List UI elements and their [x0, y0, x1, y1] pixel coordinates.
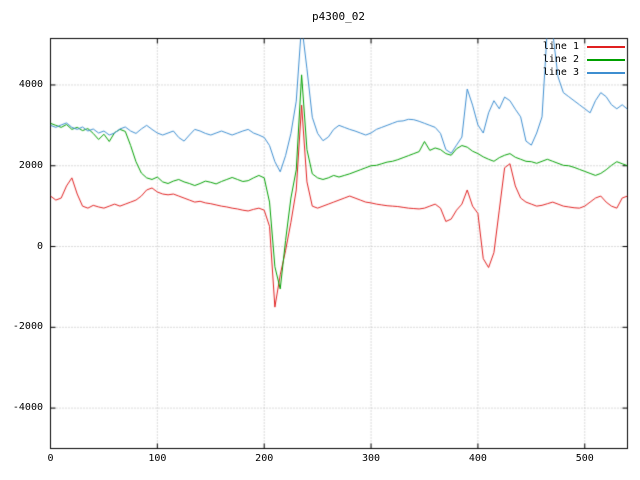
y-tick-label: 4000	[18, 78, 43, 90]
legend-line-sample	[587, 45, 625, 48]
legend-item: line 3	[543, 66, 625, 79]
legend-item: line 1	[543, 40, 625, 53]
legend-line-sample	[587, 58, 625, 61]
legend-label: line 3	[542, 67, 579, 78]
legend-line-sample	[587, 71, 625, 74]
x-tick-label: 200	[255, 453, 274, 464]
y-tick-label: 0	[36, 240, 43, 252]
y-tick-label: -2000	[12, 321, 43, 333]
x-tick-label: 500	[575, 453, 594, 464]
legend-label: line 2	[542, 54, 579, 65]
y-tick-label: 2000	[18, 159, 43, 171]
legend-label: line 1	[542, 41, 579, 52]
x-tick-label: 300	[362, 453, 381, 464]
x-tick-label: 0	[47, 453, 54, 464]
x-tick-label: 100	[148, 453, 167, 464]
x-tick-label: 400	[468, 453, 487, 464]
legend: line 1 line 2 line 3	[543, 40, 625, 79]
y-tick-label: -4000	[12, 402, 43, 414]
legend-item: line 2	[543, 53, 625, 66]
